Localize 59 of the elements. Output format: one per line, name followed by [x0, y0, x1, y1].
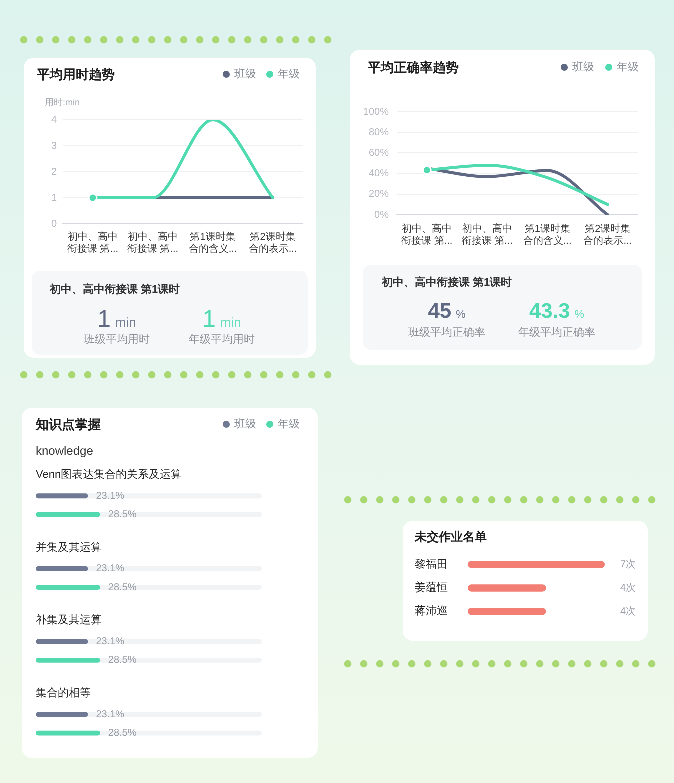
text: 年级平均用时: [189, 333, 255, 347]
data-label: 23.1%: [96, 636, 125, 648]
y-tick-label: 4: [51, 114, 58, 126]
data-label: 28.5%: [108, 728, 137, 740]
y-tick-label: 集合的相等: [36, 686, 91, 700]
y-tick-label: 姜蕴恒: [415, 581, 448, 594]
text: 班级平均正确率: [408, 326, 486, 340]
y-axis-title: 用时:min: [45, 97, 80, 108]
text: 班级平均用时: [84, 333, 150, 347]
chart-subtitle: knowledge: [36, 444, 94, 458]
legend-label: 年级: [278, 418, 300, 431]
x-tick-label: 第1课时集合的含义...: [188, 230, 238, 255]
data-label: 23.1%: [96, 490, 125, 502]
data-label: 7次: [620, 559, 636, 570]
legend-label: 年级: [617, 62, 639, 74]
y-tick-label: 40%: [368, 168, 390, 180]
text: 初中、高中衔接课 第1课时: [382, 276, 512, 290]
text: 1 min: [202, 306, 242, 333]
x-tick-label: 初中、高中衔接课 第...: [67, 230, 119, 255]
chart-title: 知识点掌握: [36, 417, 101, 433]
data-label: 28.5%: [108, 582, 137, 594]
text: 43.3 %: [529, 300, 585, 323]
y-tick-label: 蒋沛巡: [415, 604, 448, 618]
x-tick-label: 初中、高中衔接课 第...: [402, 222, 453, 247]
y-tick-label: 3: [51, 140, 58, 152]
data-label: 28.5%: [108, 655, 137, 666]
y-tick-label: 0: [51, 218, 58, 230]
y-tick-label: 1: [51, 192, 58, 204]
data-label: 28.5%: [108, 509, 137, 520]
y-tick-label: 黎福田: [415, 558, 448, 571]
y-tick-label: Venn图表达集合的关系及运算: [36, 468, 182, 481]
data-label: 4次: [620, 606, 636, 618]
text: 年级平均正确率: [518, 326, 596, 340]
text: 45 %: [428, 300, 466, 323]
y-tick-label: 2: [51, 166, 58, 178]
data-label: 4次: [620, 582, 636, 594]
text: 1 min: [98, 306, 136, 333]
y-tick-label: 补集及其运算: [36, 614, 102, 627]
y-tick-label: 100%: [363, 106, 390, 118]
chart-title: 未交作业名单: [415, 529, 487, 545]
x-tick-label: 第2课时集合的表示...: [584, 222, 632, 247]
x-tick-label: 初中、高中衔接课 第...: [462, 222, 513, 247]
legend-label: 班级: [234, 68, 256, 81]
data-label: 23.1%: [96, 709, 125, 720]
text: 初中、高中衔接课 第1课时: [50, 283, 180, 297]
x-tick-label: 初中、高中衔接课 第...: [127, 230, 179, 255]
legend-label: 年级: [278, 68, 300, 81]
y-tick-label: 60%: [368, 148, 390, 159]
data-label: 23.1%: [96, 564, 125, 575]
y-tick-label: 0%: [374, 210, 390, 221]
chart-title: 平均用时趋势: [37, 67, 115, 83]
legend-label: 班级: [572, 60, 594, 74]
y-tick-label: 20%: [368, 189, 390, 200]
legend-label: 班级: [234, 418, 256, 431]
y-tick-label: 80%: [368, 127, 390, 138]
x-tick-label: 第2课时集合的表示...: [248, 230, 298, 255]
chart-title: 平均正确率趋势: [368, 60, 459, 76]
x-tick-label: 第1课时集合的含义...: [523, 222, 572, 247]
y-tick-label: 并集及其运算: [36, 540, 102, 554]
